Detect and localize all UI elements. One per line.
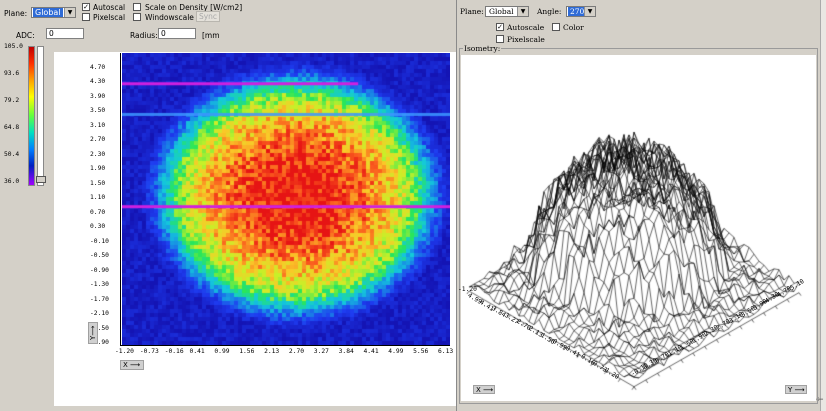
heatmap-x-tick: 2.13 <box>264 348 280 355</box>
chevron-down-icon[interactable]: ▼ <box>517 7 528 16</box>
pixelscale-checkbox[interactable] <box>82 13 90 21</box>
colorbar-tick: 93.6 <box>4 70 20 77</box>
heatmap-x-tick: -1.20 <box>115 348 134 355</box>
r-y-axis-button[interactable]: Y ⟶ <box>785 385 807 394</box>
heatmap-y-tick: 3.10 <box>90 121 106 129</box>
arrow-right-icon: ⟶ <box>130 361 141 369</box>
resize-arrow-icon[interactable]: ← <box>816 395 824 405</box>
heatmap-y-tick: 2.30 <box>90 150 106 158</box>
heatmap-y-tick: 1.10 <box>90 194 106 202</box>
heatmap-x-tick: -0.73 <box>139 348 159 355</box>
chevron-down-icon[interactable]: ▼ <box>584 7 595 16</box>
r-autoscale-label: Autoscale <box>507 23 545 32</box>
y-axis-button[interactable]: Y⟶ <box>88 322 98 344</box>
heatmap-x-tick: 6.13 <box>438 348 454 355</box>
heatmap-x-tick: 3.84 <box>338 348 354 355</box>
angle-select-value: 270? <box>568 7 591 16</box>
r-plane-label: Plane: <box>460 7 484 16</box>
y-axis-line <box>120 53 121 346</box>
heatmap-y-tick: 3.50 <box>90 107 106 115</box>
arrow-right-icon: ⟶ <box>483 386 494 394</box>
r-pixelscale-checkbox[interactable] <box>496 35 504 43</box>
heatmap-y-tick: -1.30 <box>90 281 109 289</box>
heatmap-x-tick: 4.41 <box>363 348 379 355</box>
colorbar-tick: 36.0 <box>4 178 20 185</box>
radius-unit: [mm <box>202 31 220 40</box>
pixelscale-label: Pixelscal <box>93 13 126 22</box>
y-axis-button-label: Y <box>89 335 97 341</box>
x-axis-line <box>120 345 450 346</box>
adc-field[interactable]: 0 <box>46 28 84 39</box>
left-panel-border <box>456 0 457 411</box>
heatmap-y-tick: 4.30 <box>90 78 106 86</box>
colorbar-tick: 79.2 <box>4 97 20 104</box>
colorbar-tick: 105.0 <box>4 43 23 50</box>
radius-label: Radius: <box>130 31 158 40</box>
isometry-label: Isometry: <box>463 44 502 53</box>
chevron-down-icon[interactable]: ▼ <box>64 8 75 17</box>
scale-density-checkbox[interactable] <box>133 3 141 11</box>
plane-label: Plane: <box>4 9 28 18</box>
r-x-axis-button-label: X <box>476 386 481 394</box>
heatmap-x-tick: 1.56 <box>239 348 255 355</box>
heatmap-y-tick: 4.70 <box>90 64 106 71</box>
color-label: Color <box>563 23 584 32</box>
heatmap-y-tick: 0.70 <box>90 208 106 216</box>
angle-select[interactable]: 270? ▼ <box>566 6 596 17</box>
heatmap-y-tick: -2.90 <box>90 339 109 346</box>
windowscale-label: Windowscale <box>145 13 194 22</box>
x-axis-button-label: X <box>123 361 128 369</box>
heatmap-x-tick: -0.16 <box>164 348 184 355</box>
colorbar-slider-track[interactable] <box>37 46 44 186</box>
color-checkbox[interactable] <box>552 23 560 31</box>
r-autoscale-checkbox[interactable]: ✓ <box>496 23 504 31</box>
colorbar-tick: 64.8 <box>4 124 20 131</box>
colorbar-tick: 50.4 <box>4 151 20 158</box>
heatmap-x-tick: 0.41 <box>189 348 205 355</box>
x-axis-button[interactable]: X ⟶ <box>120 360 144 370</box>
heatmap-x-tick: 5.56 <box>413 348 429 355</box>
heatmap-y-tick: 0.30 <box>90 223 106 231</box>
arrow-right-icon: ⟶ <box>794 386 805 394</box>
adc-label: ADC: <box>16 31 35 40</box>
isometry-group <box>459 48 818 404</box>
colorbar-slider-thumb[interactable] <box>36 176 46 183</box>
heatmap-y-tick: -2.10 <box>90 310 109 318</box>
r-pixelscale-label: Pixelscale <box>507 35 545 44</box>
r-y-axis-button-label: Y <box>788 386 793 394</box>
r-plane-select-value: Global <box>489 7 514 16</box>
r-plane-select[interactable]: Global ▼ <box>485 6 529 17</box>
heatmap-y-tick: 2.70 <box>90 136 106 144</box>
heatmap-y-tick: -1.70 <box>90 295 109 303</box>
iso-corner-tick: -1.20 <box>458 286 477 293</box>
heatmap-y-tick: -0.50 <box>90 252 109 260</box>
heatmap-y-tick: 1.90 <box>90 165 106 173</box>
right-scroll-edge <box>820 0 826 411</box>
heatmap-y-tick: 3.90 <box>90 92 106 100</box>
heatmap-canvas[interactable] <box>122 53 450 345</box>
isometry-canvas[interactable] <box>461 55 816 401</box>
autoscale-label: Autoscal <box>93 3 126 12</box>
heatmap-x-tick: 0.99 <box>214 348 230 355</box>
heatmap-y-tick: -2.50 <box>90 324 109 332</box>
heatmap-x-tick: 2.70 <box>288 348 305 355</box>
angle-label: Angle: <box>537 7 562 16</box>
windowscale-checkbox[interactable] <box>133 13 141 21</box>
heatmap-y-tick: -0.90 <box>90 266 109 274</box>
heatmap-x-tick: 4.99 <box>388 348 404 355</box>
sync-button[interactable]: Sync <box>196 11 220 22</box>
heatmap-y-tick: 1.50 <box>90 179 106 187</box>
arrow-up-icon: ⟶ <box>89 325 97 336</box>
plot-area-bottom <box>0 406 456 411</box>
heatmap-x-tick: 3.27 <box>313 348 329 355</box>
plane-select[interactable]: Global ▼ <box>31 7 76 18</box>
heatmap-y-tick: -0.10 <box>90 237 109 245</box>
plane-select-value: Global <box>33 8 63 17</box>
r-x-axis-button[interactable]: X ⟶ <box>473 385 495 394</box>
radius-field[interactable]: 0 <box>158 28 196 39</box>
scale-density-label: Scale on Density [W/cm2] <box>145 3 243 12</box>
colorbar <box>28 46 35 186</box>
autoscale-checkbox[interactable]: ✓ <box>82 3 90 11</box>
